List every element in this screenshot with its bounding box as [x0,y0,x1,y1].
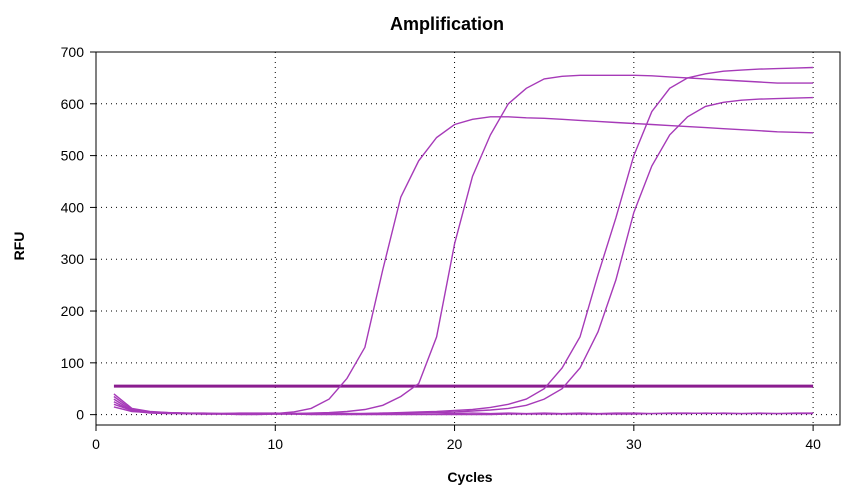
x-tick-label: 30 [626,436,642,452]
plot-frame [95,51,841,426]
y-axis-label: RFU [11,232,27,261]
grid [96,52,840,425]
y-tick-label: 0 [76,407,84,423]
y-tick-label: 600 [61,96,85,112]
y-tick-label: 400 [61,199,85,215]
x-tick-label: 10 [267,436,283,452]
x-tick-label: 40 [805,436,821,452]
series-group [113,66,814,416]
series-line-4 [113,96,814,415]
y-tick-label: 500 [61,148,85,164]
series-line-2 [113,74,814,415]
x-tick-label: 0 [92,436,100,452]
x-tick-label: 20 [447,436,463,452]
y-tick-label: 700 [61,44,85,60]
series-line-5 [113,403,814,415]
y-tick-label: 200 [61,303,85,319]
chart-title: Amplification [390,14,504,34]
series-line-6 [113,406,814,416]
y-tick-label: 100 [61,355,85,371]
x-axis-label: Cycles [447,469,492,485]
series-line-3 [113,66,814,415]
y-tick-label: 300 [61,251,85,267]
series-line-1 [113,116,814,415]
